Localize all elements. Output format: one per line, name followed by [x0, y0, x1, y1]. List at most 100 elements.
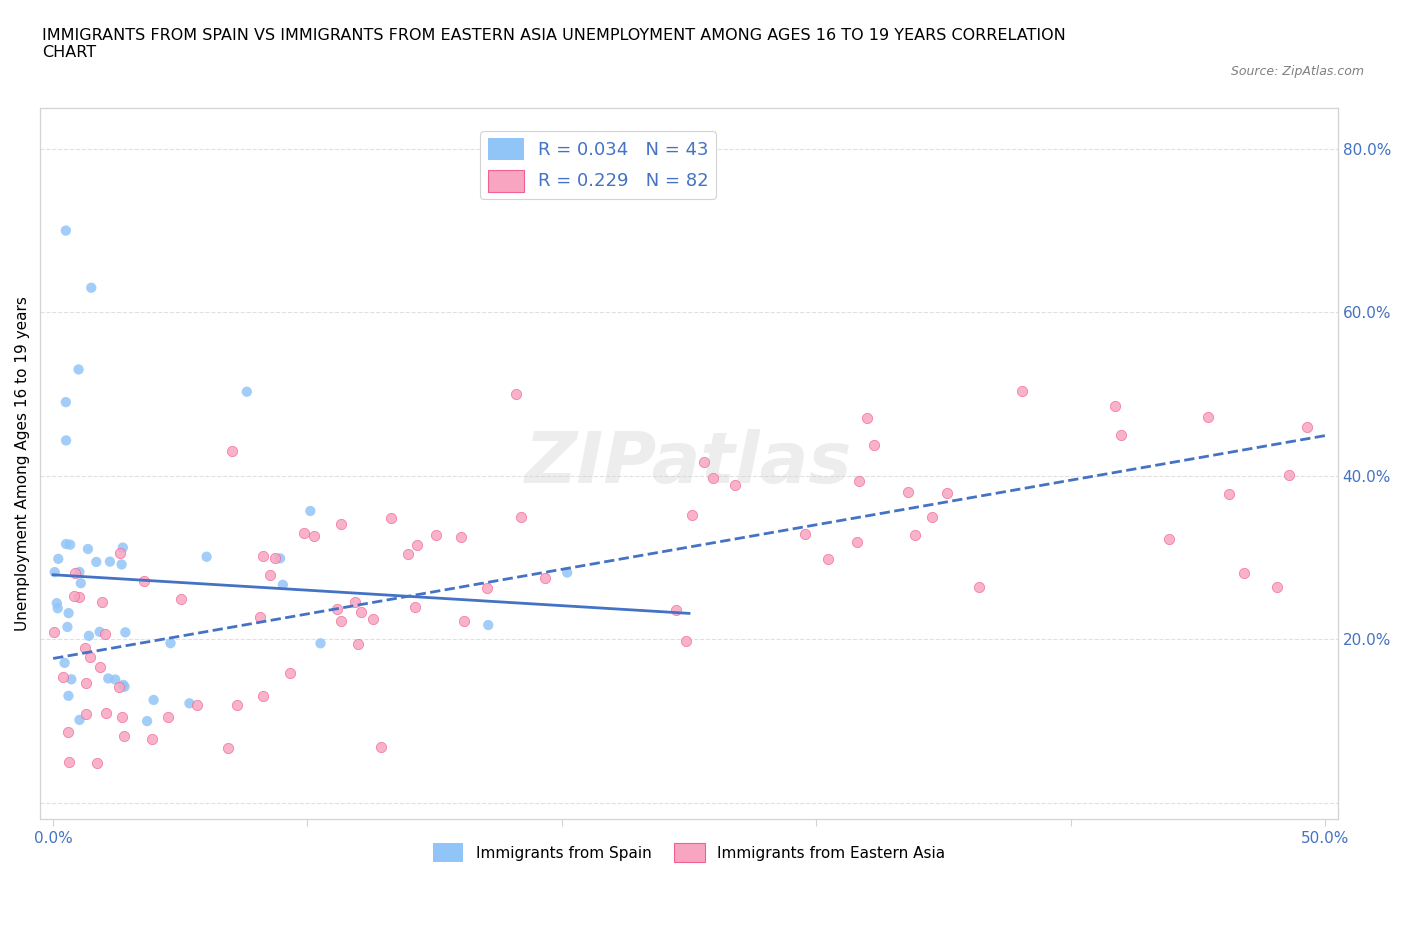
Immigrants from Spain	[195, 550, 218, 565]
Immigrants from Spain	[55, 394, 77, 409]
Immigrants from Eastern Asia	[675, 634, 697, 649]
Immigrants from Eastern Asia	[86, 756, 108, 771]
Text: ZIPatlas: ZIPatlas	[526, 429, 852, 498]
Immigrants from Eastern Asia	[330, 613, 353, 628]
Immigrants from Spain	[60, 671, 83, 686]
Immigrants from Eastern Asia	[1197, 409, 1219, 424]
Immigrants from Spain	[77, 541, 100, 556]
Immigrants from Spain	[159, 636, 181, 651]
Immigrants from Eastern Asia	[370, 739, 392, 754]
Text: IMMIGRANTS FROM SPAIN VS IMMIGRANTS FROM EASTERN ASIA UNEMPLOYMENT AMONG AGES 16: IMMIGRANTS FROM SPAIN VS IMMIGRANTS FROM…	[42, 28, 1066, 60]
Immigrants from Eastern Asia	[249, 609, 271, 624]
Immigrants from Eastern Asia	[344, 594, 367, 609]
Immigrants from Eastern Asia	[58, 754, 80, 769]
Immigrants from Eastern Asia	[65, 565, 87, 580]
Immigrants from Eastern Asia	[350, 604, 373, 619]
Immigrants from Spain	[46, 601, 69, 616]
Immigrants from Spain	[477, 618, 499, 632]
Immigrants from Eastern Asia	[848, 473, 870, 488]
Immigrants from Spain	[53, 656, 76, 671]
Immigrants from Eastern Asia	[112, 729, 135, 744]
Immigrants from Eastern Asia	[453, 613, 475, 628]
Immigrants from Spain	[98, 554, 121, 569]
Immigrants from Eastern Asia	[252, 548, 274, 563]
Immigrants from Eastern Asia	[75, 707, 97, 722]
Immigrants from Eastern Asia	[793, 526, 815, 541]
Immigrants from Eastern Asia	[897, 485, 920, 499]
Immigrants from Eastern Asia	[1218, 486, 1240, 501]
Text: Source: ZipAtlas.com: Source: ZipAtlas.com	[1230, 65, 1364, 78]
Immigrants from Eastern Asia	[856, 411, 879, 426]
Immigrants from Eastern Asia	[63, 589, 86, 604]
Legend: Immigrants from Spain, Immigrants from Eastern Asia: Immigrants from Spain, Immigrants from E…	[427, 837, 952, 868]
Immigrants from Spain	[136, 713, 159, 728]
Immigrants from Spain	[55, 223, 77, 238]
Immigrants from Eastern Asia	[326, 602, 349, 617]
Immigrants from Spain	[80, 280, 103, 295]
Immigrants from Spain	[67, 362, 90, 377]
Immigrants from Eastern Asia	[817, 551, 839, 566]
Immigrants from Spain	[45, 596, 67, 611]
Immigrants from Spain	[309, 636, 332, 651]
Immigrants from Spain	[114, 679, 136, 694]
Immigrants from Eastern Asia	[1011, 384, 1033, 399]
Immigrants from Spain	[84, 554, 107, 569]
Immigrants from Eastern Asia	[94, 705, 117, 720]
Immigrants from Eastern Asia	[186, 698, 208, 712]
Immigrants from Eastern Asia	[450, 529, 472, 544]
Immigrants from Eastern Asia	[156, 710, 179, 724]
Immigrants from Eastern Asia	[681, 508, 703, 523]
Immigrants from Eastern Asia	[1295, 419, 1317, 434]
Immigrants from Eastern Asia	[967, 579, 990, 594]
Immigrants from Eastern Asia	[226, 698, 249, 712]
Immigrants from Spain	[89, 624, 111, 639]
Immigrants from Eastern Asia	[75, 641, 97, 656]
Immigrants from Spain	[55, 433, 77, 448]
Immigrants from Eastern Asia	[936, 485, 959, 500]
Immigrants from Spain	[44, 565, 66, 579]
Immigrants from Eastern Asia	[862, 438, 884, 453]
Immigrants from Eastern Asia	[921, 510, 943, 525]
Immigrants from Spain	[58, 605, 80, 620]
Immigrants from Eastern Asia	[1233, 565, 1256, 580]
Immigrants from Eastern Asia	[363, 612, 385, 627]
Immigrants from Spain	[299, 503, 322, 518]
Immigrants from Spain	[59, 538, 82, 552]
Immigrants from Spain	[114, 625, 136, 640]
Immigrants from Eastern Asia	[170, 592, 193, 607]
Immigrants from Eastern Asia	[380, 511, 402, 525]
Immigrants from Eastern Asia	[904, 527, 927, 542]
Immigrants from Eastern Asia	[94, 626, 117, 641]
Immigrants from Spain	[112, 677, 135, 692]
Immigrants from Eastern Asia	[67, 590, 90, 604]
Immigrants from Eastern Asia	[42, 625, 65, 640]
Immigrants from Spain	[236, 384, 259, 399]
Immigrants from Spain	[104, 672, 127, 687]
Immigrants from Spain	[111, 557, 134, 572]
Immigrants from Eastern Asia	[90, 595, 112, 610]
Immigrants from Eastern Asia	[107, 680, 129, 695]
Immigrants from Eastern Asia	[141, 731, 163, 746]
Immigrants from Eastern Asia	[509, 510, 531, 525]
Immigrants from Eastern Asia	[702, 471, 724, 485]
Immigrants from Spain	[269, 551, 291, 565]
Immigrants from Eastern Asia	[56, 724, 79, 739]
Immigrants from Eastern Asia	[1111, 428, 1133, 443]
Immigrants from Eastern Asia	[404, 600, 426, 615]
Immigrants from Eastern Asia	[693, 455, 716, 470]
Immigrants from Eastern Asia	[475, 580, 498, 595]
Immigrants from Eastern Asia	[111, 710, 134, 724]
Immigrants from Eastern Asia	[217, 741, 239, 756]
Immigrants from Eastern Asia	[132, 574, 155, 589]
Immigrants from Eastern Asia	[252, 689, 274, 704]
Immigrants from Eastern Asia	[396, 547, 419, 562]
Immigrants from Eastern Asia	[505, 387, 527, 402]
Immigrants from Eastern Asia	[75, 675, 97, 690]
Immigrants from Spain	[555, 565, 578, 580]
Immigrants from Eastern Asia	[1157, 531, 1180, 546]
Immigrants from Spain	[111, 540, 134, 555]
Immigrants from Spain	[97, 671, 120, 686]
Immigrants from Eastern Asia	[302, 528, 325, 543]
Immigrants from Spain	[67, 565, 90, 579]
Immigrants from Eastern Asia	[79, 649, 101, 664]
